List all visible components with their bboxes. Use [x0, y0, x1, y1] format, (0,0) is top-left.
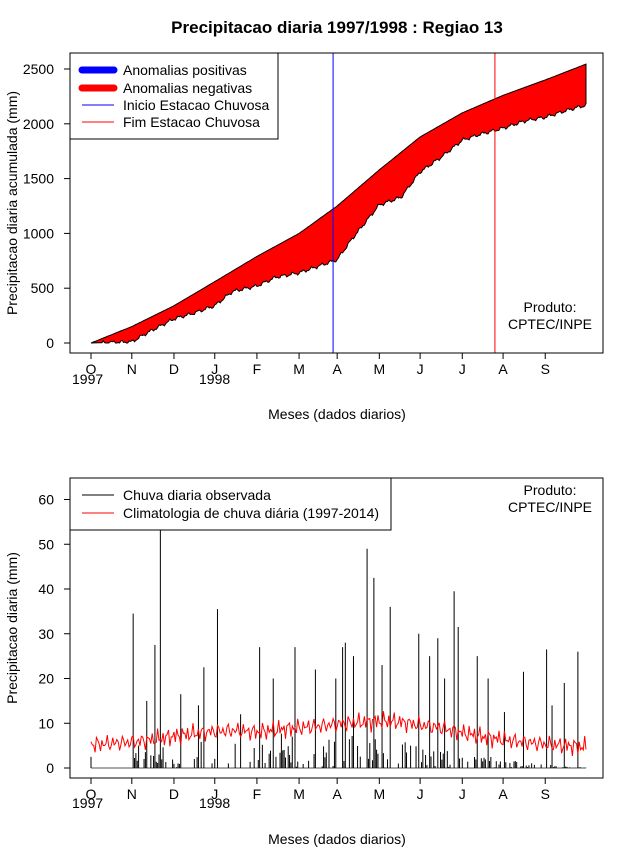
y-tick-label: 0 — [46, 335, 54, 351]
y-axis-2: 0 10 20 30 40 50 60 — [38, 492, 70, 776]
x-tick-label: M — [373, 361, 385, 377]
x-tick-label: F — [253, 786, 262, 802]
producer-label-2: Produto: — [524, 482, 577, 498]
legend-label-negative: Anomalias negativas — [123, 80, 252, 96]
year-label-1997-b: 1997 — [72, 795, 103, 811]
x-tick-label: J — [211, 361, 218, 377]
legend-1: Anomalias positivas Anomalias negativas … — [69, 52, 279, 140]
x-tick-label: D — [169, 786, 179, 802]
y-tick-label: 2500 — [23, 61, 54, 77]
year-label-1997: 1997 — [72, 371, 103, 387]
x-tick-label: A — [498, 786, 508, 802]
legend-2: Chuva diaria observada Climatologia de c… — [69, 477, 392, 531]
y-tick-label: 30 — [38, 626, 54, 642]
climatology-line — [90, 711, 587, 756]
y-tick-label: 40 — [38, 581, 54, 597]
legend-label-end: Fim Estacao Chuvosa — [123, 114, 260, 130]
x-tick-label: S — [541, 786, 550, 802]
x-tick-label: J — [417, 786, 424, 802]
x-tick-label: N — [127, 361, 137, 377]
y-axis-label-1: Precipitacao diaria acumulada (mm) — [4, 91, 20, 315]
y-tick-label: 2000 — [23, 116, 54, 132]
x-tick-label: J — [211, 786, 218, 802]
producer-label: Produto: — [524, 299, 577, 315]
x-tick-label: O — [86, 786, 97, 802]
legend-label-positive: Anomalias positivas — [123, 62, 247, 78]
x-tick-label: M — [373, 786, 385, 802]
y-tick-label: 10 — [38, 715, 54, 731]
x-tick-label: N — [127, 786, 137, 802]
legend-label-observed: Chuva diaria observada — [123, 487, 271, 503]
y-tick-label: 0 — [46, 760, 54, 776]
cumulative-panel: 0 500 1000 1500 2000 2500 O N D J F M A M J J A S Precip… — [4, 52, 604, 422]
legend-box-2 — [69, 477, 392, 531]
y-tick-label: 20 — [38, 671, 54, 687]
legend-label-climatology: Climatologia de chuva diária (1997-2014) — [123, 505, 379, 521]
y-tick-label: 1000 — [23, 225, 54, 241]
x-tick-label: A — [332, 786, 342, 802]
producer-name: CPTEC/INPE — [508, 316, 592, 332]
anomaly-area — [90, 63, 587, 344]
x-tick-label: M — [293, 786, 305, 802]
x-tick-label: S — [541, 361, 550, 377]
x-tick-label: A — [498, 361, 508, 377]
y-tick-label: 1500 — [23, 171, 54, 187]
x-tick-label: M — [293, 361, 305, 377]
y-axis-1: 0 500 1000 1500 2000 2500 — [23, 61, 70, 351]
y-tick-label: 50 — [38, 536, 54, 552]
year-label-1998: 1998 — [199, 371, 230, 387]
y-axis-label-2: Precipitacao diaria (mm) — [4, 552, 20, 704]
x-tick-label: J — [459, 361, 466, 377]
y-tick-label: 500 — [31, 280, 55, 296]
daily-panel: 0 10 20 30 40 50 60 O N D J F M A M J J A S Precipitacao … — [4, 477, 604, 847]
x-tick-label: O — [86, 361, 97, 377]
x-tick-label: J — [459, 786, 466, 802]
x-tick-label: J — [417, 361, 424, 377]
chart-title: Precipitacao diaria 1997/1998 : Regiao 1… — [171, 18, 503, 37]
year-label-1998-b: 1998 — [199, 795, 230, 811]
x-axis-label-2: Meses (dados diarios) — [268, 831, 406, 847]
x-tick-label: D — [169, 361, 179, 377]
producer-name-2: CPTEC/INPE — [508, 499, 592, 515]
x-axis-label-1: Meses (dados diarios) — [268, 406, 406, 422]
y-tick-label: 60 — [38, 492, 54, 508]
x-tick-label: A — [332, 361, 342, 377]
legend-label-start: Inicio Estacao Chuvosa — [123, 97, 270, 113]
x-tick-label: F — [253, 361, 262, 377]
plot-frame-1 — [69, 52, 604, 354]
observed-daily-rain — [90, 521, 587, 769]
